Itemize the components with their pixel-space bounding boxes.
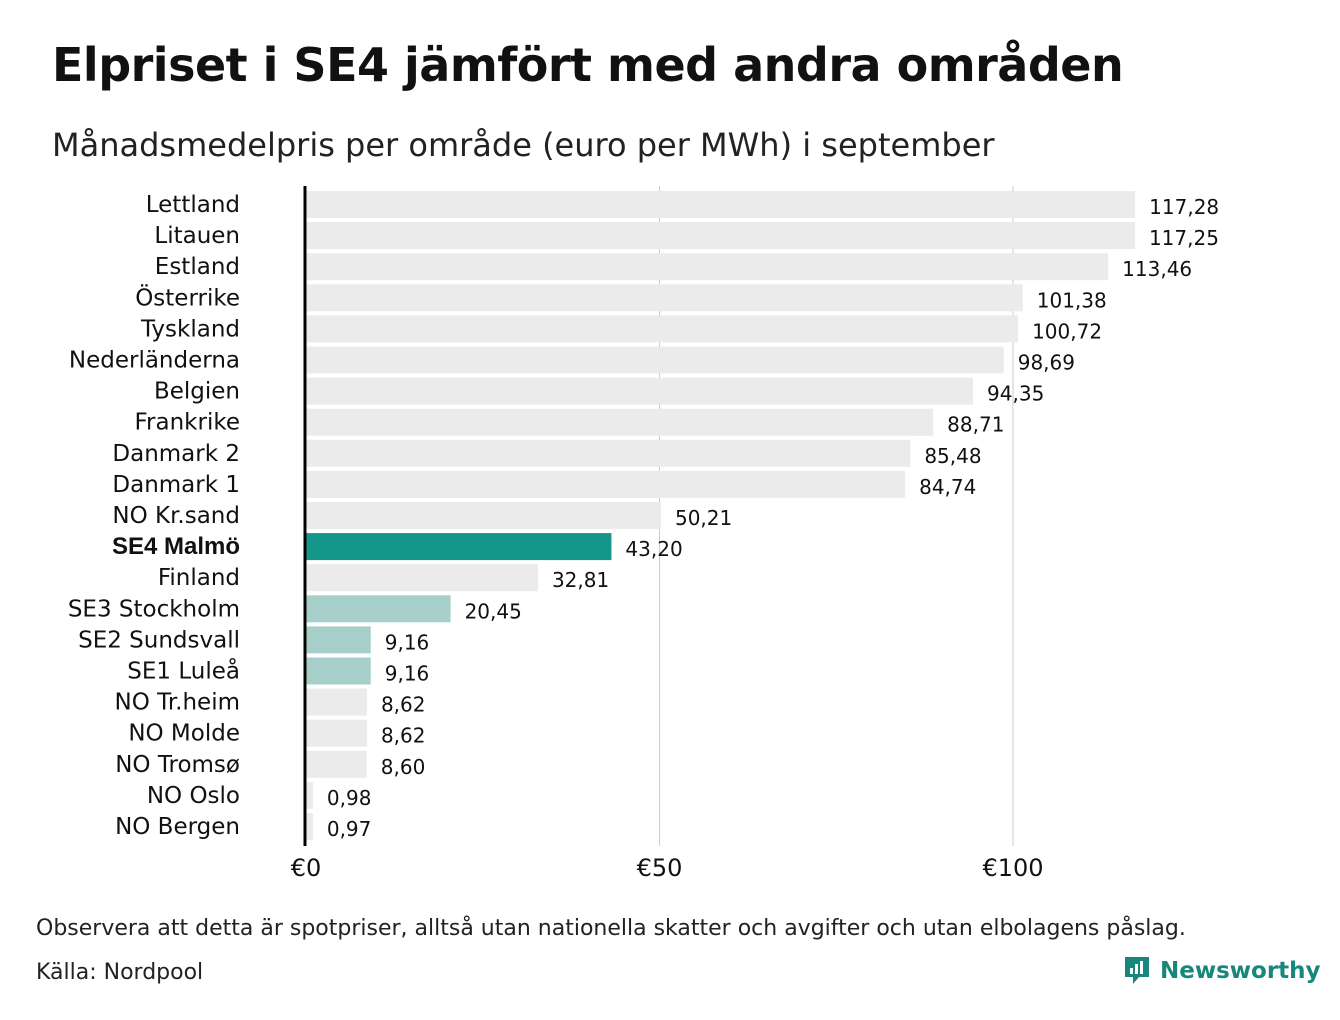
x-tick-label: €0 xyxy=(291,854,322,882)
category-label: Belgien xyxy=(154,379,240,405)
bar xyxy=(306,408,934,436)
value-label: 117,28 xyxy=(1149,195,1219,219)
bar-chart: €0 €50 €100 Lettland 117,28 Litauen 117,25 Estl… xyxy=(68,186,1219,882)
value-label: 113,46 xyxy=(1122,257,1192,281)
bar xyxy=(306,377,974,405)
category-label: Frankrike xyxy=(135,410,241,436)
labels: €0 €50 €100 Lettland 117,28 Litauen 117,25 Estl… xyxy=(68,192,1219,882)
category-label: Lettland xyxy=(146,192,240,218)
bar xyxy=(306,439,911,467)
category-label: NO Tromsø xyxy=(115,752,240,778)
chart-subtitle: Månadsmedelpris per område (euro per MWh… xyxy=(52,126,995,164)
bar xyxy=(306,719,367,747)
bar xyxy=(306,470,906,498)
category-label: Österrike xyxy=(135,283,240,311)
value-label: 9,16 xyxy=(385,662,430,686)
value-label: 20,45 xyxy=(465,599,522,623)
bar xyxy=(306,781,313,809)
bars xyxy=(306,191,1136,840)
source-note: Källa: Nordpool xyxy=(36,960,204,985)
footnote: Observera att detta är spotpriser, allts… xyxy=(36,916,1186,941)
newsworthy-logo-icon xyxy=(1125,957,1149,984)
value-label: 43,20 xyxy=(625,537,682,561)
x-tick-label: €100 xyxy=(982,854,1043,882)
bar xyxy=(306,346,1004,374)
bar xyxy=(306,626,371,654)
value-label: 8,60 xyxy=(381,755,426,779)
category-label: Nederländerna xyxy=(69,348,240,374)
bar xyxy=(306,564,538,592)
value-label: 100,72 xyxy=(1032,319,1102,343)
bar xyxy=(306,191,1136,218)
value-label: 117,25 xyxy=(1149,226,1219,250)
category-label: NO Kr.sand xyxy=(112,503,240,529)
bar xyxy=(306,284,1023,312)
category-label: Finland xyxy=(158,565,240,591)
category-label: Danmark 2 xyxy=(112,441,240,467)
value-label: 50,21 xyxy=(675,506,732,530)
category-label: Litauen xyxy=(154,223,240,249)
value-label: 98,69 xyxy=(1018,351,1075,375)
category-label: NO Bergen xyxy=(115,814,240,840)
category-label: SE4 Malmö xyxy=(112,533,240,560)
value-label: 9,16 xyxy=(385,630,430,654)
value-label: 94,35 xyxy=(987,382,1044,406)
x-tick-label: €50 xyxy=(637,854,683,882)
category-label: NO Molde xyxy=(128,721,240,747)
category-label: NO Tr.heim xyxy=(115,690,240,716)
bar xyxy=(306,315,1019,343)
bar xyxy=(306,750,367,778)
category-label: Danmark 1 xyxy=(112,472,240,498)
bar xyxy=(306,253,1109,281)
bar xyxy=(306,813,313,840)
value-label: 85,48 xyxy=(924,444,981,468)
bar xyxy=(306,595,451,623)
bar xyxy=(306,533,612,561)
value-label: 0,97 xyxy=(327,817,372,841)
bar xyxy=(306,688,367,716)
category-label: SE2 Sundsvall xyxy=(78,627,240,653)
category-label: Estland xyxy=(155,254,240,280)
brand-name: Newsworthy xyxy=(1160,958,1321,984)
bar xyxy=(306,502,661,529)
value-label: 0,98 xyxy=(327,786,372,810)
value-label: 8,62 xyxy=(381,693,426,717)
value-label: 101,38 xyxy=(1037,288,1107,312)
category-label: SE1 Luleå xyxy=(127,657,240,685)
value-label: 8,62 xyxy=(381,724,426,748)
value-label: 32,81 xyxy=(552,568,609,592)
chart-title: Elpriset i SE4 jämfört med andra områden xyxy=(52,38,1124,92)
category-label: Tyskland xyxy=(140,316,240,342)
category-label: SE3 Stockholm xyxy=(68,596,240,622)
value-label: 84,74 xyxy=(919,475,976,499)
bar xyxy=(306,657,371,685)
bar xyxy=(306,222,1135,250)
category-label: NO Oslo xyxy=(147,783,240,809)
brand-logo: Newsworthy xyxy=(1122,954,1321,988)
value-label: 88,71 xyxy=(947,413,1004,437)
